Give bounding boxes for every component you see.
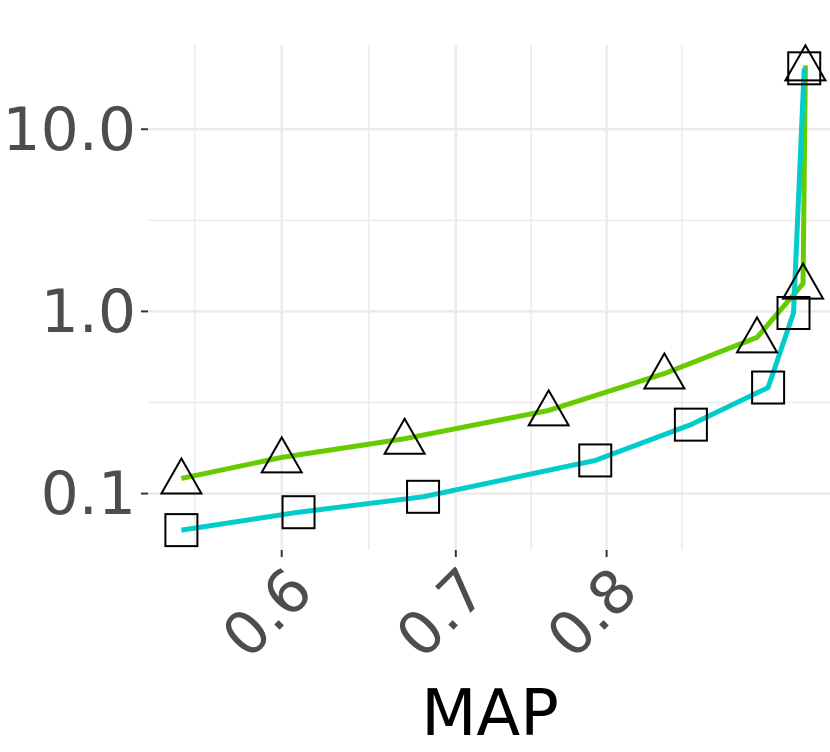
marker (281, 495, 316, 530)
marker (642, 351, 687, 390)
marker (406, 479, 441, 514)
marker (776, 295, 811, 330)
y-tick-label: 10.0 (2, 95, 136, 165)
marker (787, 51, 822, 86)
y-tick-label: 0.1 (41, 459, 136, 529)
x-tick-label: 0.7 (383, 555, 500, 672)
marker (751, 370, 786, 405)
marker (783, 43, 828, 82)
marker (781, 261, 825, 300)
x-axis-label: MAP (421, 677, 559, 751)
marker (259, 435, 304, 474)
series-line (181, 68, 807, 533)
marker (164, 513, 199, 548)
y-tick-label: 1.0 (41, 277, 136, 347)
marker (159, 456, 204, 495)
marker (382, 416, 427, 455)
marker (673, 407, 708, 442)
x-tick-label: 0.8 (534, 555, 651, 672)
marker (578, 443, 613, 478)
marker (526, 388, 571, 427)
marker (735, 315, 779, 354)
x-tick-label: 0.6 (209, 555, 326, 672)
